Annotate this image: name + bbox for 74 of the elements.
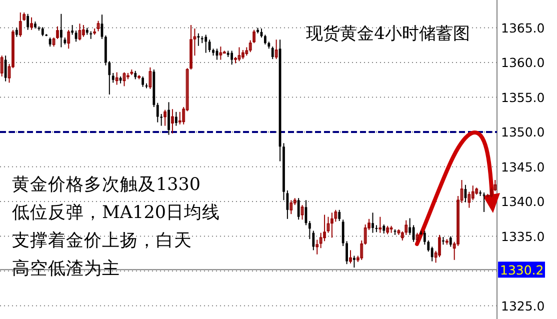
candlestick — [30, 16, 33, 30]
candlestick — [353, 255, 356, 268]
candlestick — [108, 60, 111, 96]
candlestick — [346, 240, 348, 265]
candlestick — [338, 209, 341, 222]
candlestick — [41, 26, 44, 37]
candlestick — [274, 39, 278, 60]
candlestick — [26, 13, 30, 30]
y-tick-label: 1345.0 — [501, 159, 545, 174]
candlestick — [168, 102, 170, 136]
candlestick — [241, 50, 244, 60]
annotation: 支撑着金价上扬，白天 — [12, 230, 192, 251]
candlestick — [378, 216, 382, 234]
candlestick — [308, 220, 311, 240]
y-tick-label: 1350.0 — [501, 124, 545, 140]
candlestick — [430, 246, 434, 262]
y-tick-label: 1335.0 — [501, 228, 545, 244]
candlestick — [156, 102, 159, 123]
candlestick — [230, 50, 234, 66]
candlestick — [82, 24, 85, 38]
candlestick — [112, 72, 114, 84]
candlestick — [264, 34, 266, 45]
candlestick — [238, 46, 241, 62]
candlestick — [316, 239, 319, 255]
candlestick — [360, 240, 364, 260]
candlestick — [471, 185, 474, 201]
candlestick — [297, 198, 300, 220]
candlestick — [204, 34, 208, 54]
candlestick — [4, 55, 7, 82]
candlestick — [142, 76, 144, 88]
candlestick — [122, 72, 126, 87]
candlestick — [148, 66, 152, 90]
candlestick — [449, 236, 452, 248]
candlestick — [18, 12, 22, 38]
annotation: 高空低渣为主 — [12, 258, 120, 279]
candlestick — [349, 250, 352, 264]
candlestick — [178, 111, 182, 125]
candlestick — [115, 72, 118, 86]
candlestick — [71, 24, 74, 36]
annotation: 低位反弹，MA120日均线 — [12, 203, 220, 223]
candlestick — [174, 111, 178, 126]
y-tick-label: 1365.0 — [501, 20, 545, 36]
candlestick — [330, 212, 334, 238]
candlestick — [60, 13, 62, 48]
candlestick — [208, 39, 211, 53]
candlestick — [372, 212, 374, 234]
candlestick — [171, 108, 174, 134]
candlestick — [286, 190, 289, 220]
candlestick — [219, 46, 222, 60]
candlestick — [15, 27, 18, 38]
candlestick — [197, 32, 200, 46]
annotation: 黄金价格多次触及1330 — [12, 175, 201, 195]
candlestick — [67, 29, 70, 50]
candlestick — [96, 20, 100, 32]
candlestick — [468, 191, 471, 208]
candlestick — [271, 46, 274, 60]
y-tick-label: 1355.0 — [501, 90, 545, 105]
candlestick — [164, 109, 166, 126]
candlestick — [300, 204, 304, 220]
candlestick — [342, 219, 344, 247]
candlestick — [312, 230, 315, 251]
candlestick — [0, 55, 4, 77]
text: 现货黄金4小时储蓄图 — [306, 24, 470, 44]
candlestick — [48, 37, 52, 48]
candlestick — [416, 232, 419, 242]
y-tick-label: 1325.0 — [501, 298, 545, 314]
ref-line-label: 1330.2 — [500, 262, 544, 278]
y-tick-label: 1360.0 — [501, 55, 545, 70]
y-tick-label: 1340.0 — [501, 194, 545, 210]
candlestick — [78, 23, 82, 41]
candlestick — [382, 224, 386, 234]
candlestick — [423, 230, 426, 246]
candlestick — [290, 200, 293, 215]
candlestick — [160, 113, 163, 126]
